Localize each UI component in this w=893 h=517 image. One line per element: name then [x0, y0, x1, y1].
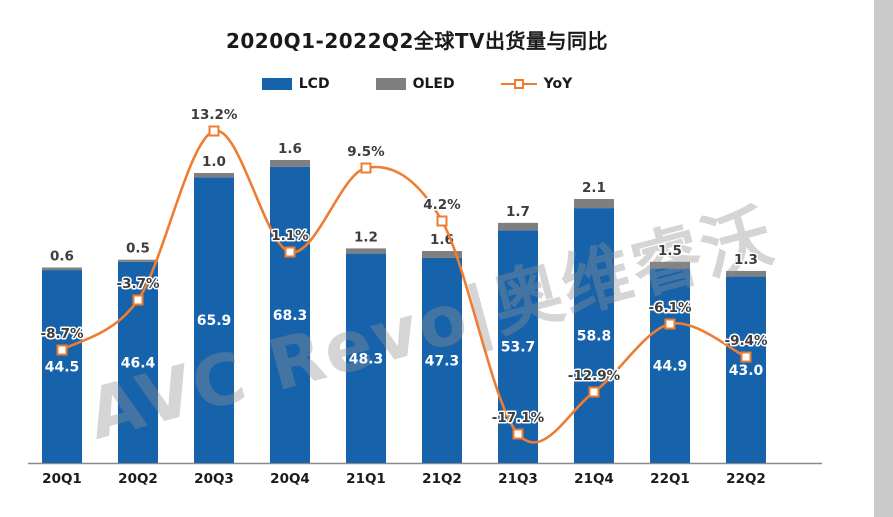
oled-value-label: 1.6	[278, 141, 302, 157]
lcd-bar	[42, 270, 82, 463]
legend-label-oled: OLED	[412, 76, 455, 92]
oled-bar	[118, 259, 158, 262]
x-axis-label[interactable]: 21Q1	[346, 471, 386, 487]
yoy-marker	[436, 215, 448, 227]
lcd-bar	[422, 257, 462, 463]
yoy-marker	[664, 318, 676, 330]
yoy-value-label: -8.7%	[40, 326, 84, 342]
lcd-value-label: 47.3	[425, 353, 460, 369]
lcd-bar	[726, 276, 766, 463]
x-axis-label[interactable]: 20Q3	[194, 471, 234, 487]
lcd-bar	[270, 166, 310, 463]
oled-bar	[42, 267, 82, 271]
lcd-value-label: 58.8	[577, 329, 612, 345]
oled-value-label: 1.3	[734, 252, 758, 268]
lcd-bar	[194, 177, 234, 464]
lcd-bar	[346, 253, 386, 463]
lcd-bar	[574, 208, 614, 463]
yoy-marker	[740, 351, 752, 363]
lcd-bar	[650, 268, 690, 463]
legend-item-lcd[interactable]: LCD	[261, 76, 330, 92]
lcd-value-label: 46.4	[121, 355, 156, 371]
legend: LCD OLED YoY	[0, 76, 834, 92]
lcd-value-label: 43.0	[729, 363, 764, 379]
yoy-value-label: -3.7%	[116, 276, 160, 292]
yoy-marker	[284, 246, 296, 258]
oled-bar	[346, 248, 386, 254]
x-axis-label[interactable]: 21Q4	[574, 471, 614, 487]
lcd-swatch-icon	[261, 78, 292, 90]
yoy-value-label: 4.2%	[423, 197, 461, 213]
lcd-value-label: 44.9	[653, 359, 688, 375]
oled-swatch-icon	[375, 78, 406, 90]
oled-value-label: 0.5	[126, 241, 150, 257]
chart-area: 2020Q1-2022Q2全球TV出货量与同比 LCD OLED YoY AVC…	[0, 0, 874, 517]
lcd-value-label: 68.3	[273, 308, 308, 324]
oled-value-label: 1.2	[354, 229, 378, 245]
yoy-marker	[512, 428, 524, 440]
chart-title: 2020Q1-2022Q2全球TV出货量与同比	[225, 29, 609, 53]
chart-canvas: AVC Revo|奥维睿沃44.50.620Q146.40.520Q265.91…	[28, 106, 822, 487]
lcd-value-label: 65.9	[197, 313, 232, 329]
lcd-bar	[498, 230, 538, 463]
yoy-marker	[132, 294, 144, 306]
oled-value-label: 2.1	[582, 180, 606, 196]
oled-value-label: 1.5	[658, 243, 682, 259]
yoy-value-label: 9.5%	[347, 144, 385, 160]
yoy-value-label: -9.4%	[724, 333, 768, 349]
lcd-value-label: 48.3	[349, 351, 384, 367]
oled-bar	[498, 222, 538, 231]
yoy-marker	[360, 162, 372, 174]
oled-value-label: 0.6	[50, 248, 74, 264]
yoy-line-swatch-icon	[500, 78, 537, 90]
x-axis-label[interactable]: 21Q3	[498, 471, 538, 487]
yoy-value-label: -6.1%	[648, 300, 692, 316]
x-axis-label[interactable]: 20Q1	[42, 471, 82, 487]
x-axis-label[interactable]: 20Q2	[118, 471, 158, 487]
oled-bar	[574, 198, 614, 209]
yoy-line	[61, 129, 747, 444]
oled-bar	[726, 270, 766, 277]
oled-bar	[270, 159, 310, 167]
oled-value-label: 1.0	[202, 154, 226, 170]
legend-item-yoy[interactable]: YoY	[500, 76, 573, 92]
x-axis-label[interactable]: 21Q2	[422, 471, 462, 487]
oled-bar	[422, 251, 462, 258]
x-axis-label[interactable]: 22Q2	[726, 471, 766, 487]
oled-value-label: 1.7	[506, 204, 530, 220]
yoy-marker	[208, 125, 220, 137]
yoy-value-label: 1.1%	[271, 228, 309, 244]
yoy-marker	[588, 386, 600, 398]
yoy-value-label: 13.2%	[191, 107, 238, 123]
yoy-marker	[56, 344, 68, 356]
x-axis-label[interactable]: 20Q4	[270, 471, 310, 487]
yoy-value-label: -17.1%	[492, 410, 545, 426]
yoy-value-label: -12.9%	[568, 368, 621, 384]
legend-label-yoy: YoY	[543, 76, 573, 92]
legend-label-lcd: LCD	[298, 76, 330, 92]
lcd-value-label: 44.5	[45, 360, 80, 376]
oled-bar	[194, 172, 234, 178]
oled-bar	[650, 261, 690, 269]
lcd-value-label: 53.7	[501, 340, 536, 356]
legend-item-oled[interactable]: OLED	[375, 76, 455, 92]
x-axis-label[interactable]: 22Q1	[650, 471, 690, 487]
